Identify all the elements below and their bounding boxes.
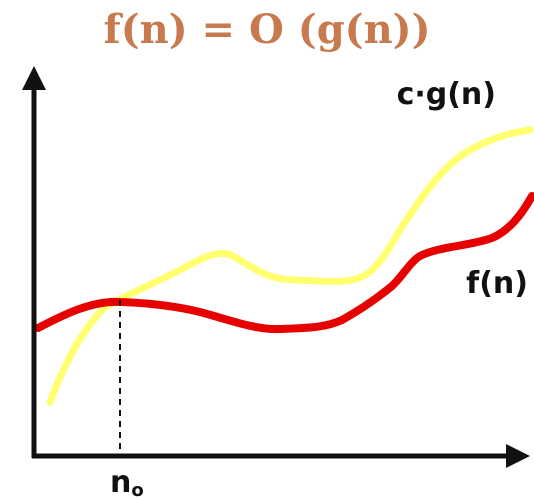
cg-n-curve [46, 126, 534, 406]
n0-label: no [110, 465, 144, 498]
n0-label-base: n [110, 465, 131, 498]
f-n-label: f(n) [466, 266, 528, 301]
y-axis-arrow-icon [22, 66, 46, 90]
cg-n-label: c·g(n) [397, 77, 496, 112]
x-axis-arrow-icon [506, 444, 530, 468]
f-n-curve [34, 192, 534, 334]
diagram-title: f(n) = O (g(n)) [103, 6, 431, 53]
n0-label-subscript: o [131, 480, 143, 498]
